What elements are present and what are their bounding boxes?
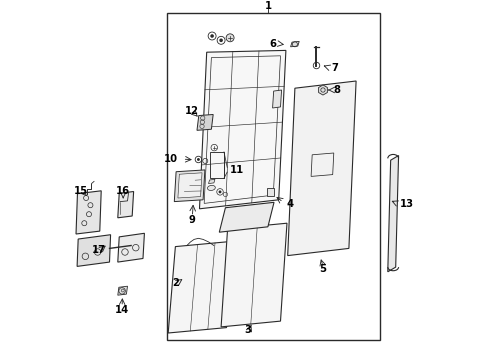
- Text: 4: 4: [286, 199, 293, 210]
- Polygon shape: [118, 192, 133, 218]
- Polygon shape: [168, 241, 233, 333]
- Polygon shape: [76, 191, 101, 234]
- Polygon shape: [387, 156, 398, 272]
- Text: 11: 11: [229, 165, 243, 175]
- Text: 8: 8: [333, 85, 340, 95]
- Polygon shape: [290, 41, 299, 47]
- Text: 9: 9: [188, 215, 195, 225]
- Polygon shape: [77, 235, 110, 266]
- Bar: [167, 13, 379, 340]
- Polygon shape: [178, 173, 202, 198]
- Polygon shape: [208, 179, 215, 184]
- Polygon shape: [219, 202, 273, 232]
- Text: 7: 7: [330, 63, 337, 73]
- Polygon shape: [221, 223, 286, 327]
- Bar: [266, 188, 273, 196]
- Circle shape: [225, 34, 234, 42]
- Text: 12: 12: [185, 106, 199, 116]
- Text: 3: 3: [244, 325, 251, 336]
- Text: 16: 16: [116, 186, 130, 196]
- Text: 13: 13: [399, 199, 413, 210]
- Circle shape: [218, 190, 221, 193]
- Circle shape: [197, 158, 200, 161]
- Circle shape: [219, 39, 223, 42]
- Bar: [210, 152, 224, 178]
- Polygon shape: [272, 90, 281, 108]
- Polygon shape: [118, 286, 127, 295]
- Text: 6: 6: [268, 39, 276, 49]
- Text: 1: 1: [264, 1, 271, 12]
- Text: 5: 5: [319, 264, 326, 274]
- Polygon shape: [199, 50, 285, 209]
- Text: 17: 17: [92, 245, 105, 255]
- Polygon shape: [174, 170, 204, 202]
- Polygon shape: [118, 233, 144, 262]
- Text: 2: 2: [172, 278, 179, 288]
- Ellipse shape: [207, 185, 215, 190]
- Circle shape: [210, 34, 213, 38]
- Polygon shape: [197, 114, 213, 130]
- Text: 15: 15: [74, 186, 87, 196]
- Text: 10: 10: [163, 154, 178, 164]
- Polygon shape: [287, 81, 355, 256]
- Text: 14: 14: [115, 305, 129, 315]
